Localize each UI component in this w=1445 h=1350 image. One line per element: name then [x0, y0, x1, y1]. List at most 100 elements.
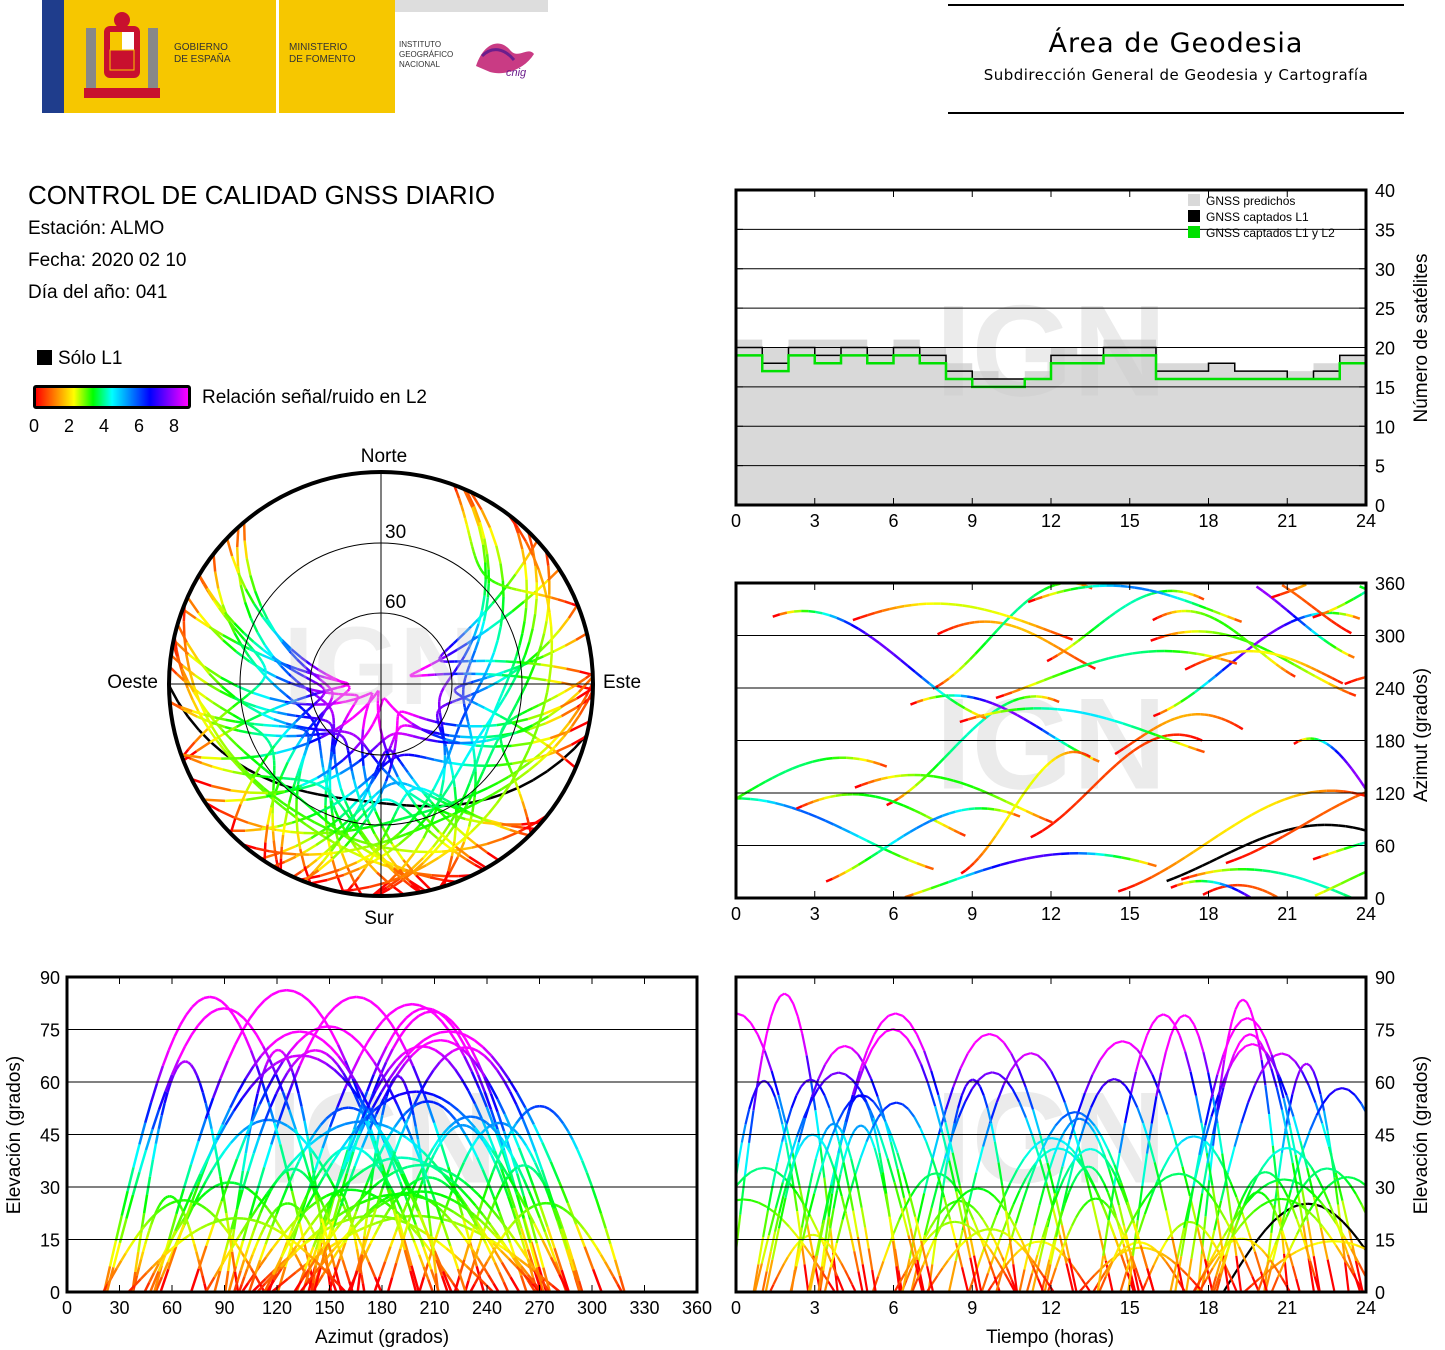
track-segment: [476, 1074, 486, 1092]
track-segment: [1146, 592, 1153, 597]
track-segment: [295, 837, 312, 848]
track-segment: [1073, 710, 1083, 714]
track-segment: [212, 553, 217, 572]
track-segment: [1335, 623, 1343, 629]
track-segment: [424, 1091, 434, 1096]
track-segment: [391, 1150, 400, 1163]
track-segment: [737, 1142, 743, 1164]
track-segment: [309, 1136, 320, 1146]
track-segment: [301, 709, 309, 717]
track-segment: [712, 809, 719, 813]
track-segment: [433, 797, 443, 809]
track-segment: [1142, 1241, 1148, 1246]
track-segment: [486, 851, 500, 862]
track-segment: [337, 829, 347, 838]
track-segment: [566, 1130, 574, 1141]
track-segment: [885, 647, 895, 656]
track-segment: [219, 1060, 229, 1080]
track-segment: [316, 1057, 327, 1065]
track-segment: [329, 800, 334, 814]
track-segment: [224, 1110, 235, 1126]
track-segment: [337, 685, 343, 689]
track-segment: [212, 599, 220, 609]
track-segment: [351, 710, 361, 719]
track-segment: [874, 609, 883, 615]
track-segment: [1283, 620, 1292, 627]
track-segment: [395, 1103, 406, 1122]
track-segment: [491, 579, 496, 584]
track-segment: [275, 1175, 282, 1182]
track-segment: [462, 1123, 467, 1128]
track-segment: [1033, 773, 1040, 781]
track-segment: [889, 606, 898, 611]
track-segment: [1204, 1264, 1211, 1273]
track-segment: [267, 1101, 276, 1124]
track-segment: [286, 1172, 295, 1187]
track-segment: [1290, 826, 1300, 834]
track-segment: [300, 727, 311, 740]
track-segment: [236, 1129, 245, 1137]
track-segment: [783, 803, 793, 809]
track-segment: [968, 807, 975, 811]
track-segment: [1327, 682, 1336, 688]
track-segment: [266, 739, 271, 745]
track-segment: [266, 1062, 277, 1071]
track-segment: [435, 1220, 443, 1235]
legend-entry: GNSS captados L1 y L2: [1206, 226, 1335, 240]
track-segment: [531, 727, 539, 740]
track-segment: [519, 1258, 529, 1267]
track-segment: [387, 1151, 397, 1171]
track-segment: [1021, 627, 1028, 633]
track-segment: [244, 1065, 255, 1080]
track-segment: [1212, 1253, 1219, 1261]
track-segment: [550, 694, 559, 701]
track-segment: [1335, 847, 1345, 853]
track-segment: [241, 1017, 251, 1032]
track-segment: [205, 696, 214, 704]
track-segment: [995, 694, 1005, 700]
track-segment: [1371, 1258, 1378, 1269]
track-segment: [1204, 613, 1211, 618]
track-segment: [283, 1225, 292, 1235]
track-segment: [402, 793, 408, 799]
track-segment: [179, 1014, 188, 1026]
track-segment: [1396, 781, 1404, 783]
x-tick-label: 0: [731, 511, 741, 530]
track-segment: [353, 1147, 364, 1167]
track-segment: [522, 1218, 532, 1244]
track-segment: [347, 813, 357, 822]
track-segment: [465, 1135, 473, 1147]
track-segment: [1117, 1205, 1126, 1226]
track-segment: [496, 626, 502, 641]
track-segment: [1035, 829, 1043, 836]
track-segment: [218, 1218, 226, 1222]
track-segment: [1037, 768, 1044, 775]
track-segment: [1173, 700, 1182, 708]
track-segment: [255, 1119, 263, 1124]
track-segment: [887, 775, 895, 779]
track-segment: [478, 1087, 488, 1108]
track-segment: [457, 1193, 469, 1208]
track-segment: [225, 1212, 231, 1233]
track-segment: [296, 667, 308, 674]
track-segment: [1283, 1178, 1292, 1182]
track-segment: [948, 745, 957, 754]
track-segment: [1274, 1052, 1283, 1057]
track-segment: [222, 633, 237, 644]
track-segment: [201, 1275, 206, 1284]
track-segment: [977, 606, 985, 611]
track-segment: [415, 874, 432, 891]
track-segment: [1380, 811, 1384, 817]
track-segment: [519, 1247, 529, 1260]
track-segment: [1295, 659, 1302, 665]
x-tick-label: 240: [472, 1298, 502, 1318]
track-segment: [393, 863, 406, 871]
track-segment: [120, 1252, 127, 1262]
track-segment: [157, 1115, 163, 1130]
track-segment: [1218, 620, 1225, 626]
track-segment: [870, 1137, 876, 1149]
track-segment: [1350, 1248, 1360, 1264]
track-segment: [570, 735, 588, 746]
track-segment: [314, 1247, 324, 1260]
track-segment: [229, 1135, 239, 1144]
